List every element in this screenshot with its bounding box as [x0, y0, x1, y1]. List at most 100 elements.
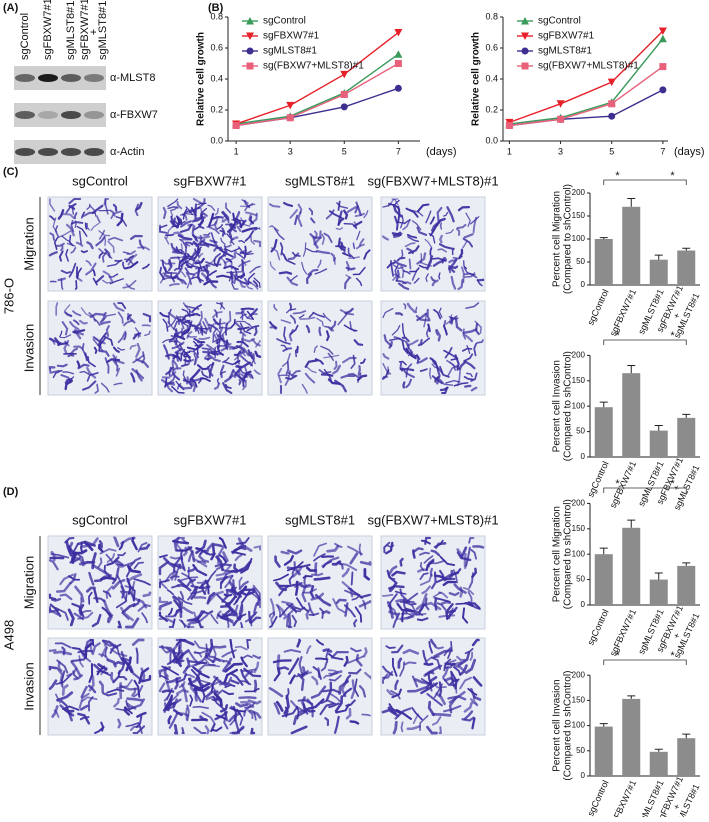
cell [182, 728, 183, 733]
cell [227, 272, 241, 273]
cell [425, 664, 432, 665]
x-tick-label-group: sgFBXW7#1 [608, 460, 638, 510]
cell [401, 722, 402, 731]
cell [66, 710, 74, 711]
cell [245, 247, 246, 257]
cell-line-label: A498 [1, 620, 16, 650]
legend-marker [522, 48, 529, 55]
error-bar [627, 366, 635, 374]
cell [439, 273, 440, 279]
row-label: Invasion [21, 662, 36, 710]
x-tick-label: sgControl [585, 608, 610, 647]
cell [127, 699, 141, 700]
cell [465, 386, 470, 387]
cell [319, 328, 320, 336]
y-tick-label: 0.4 [210, 73, 223, 83]
bar [677, 251, 695, 286]
marker [341, 91, 348, 98]
cell [76, 281, 77, 289]
cell [181, 244, 182, 252]
cell [410, 259, 411, 268]
blot-band [15, 148, 35, 156]
x-tick-label: sgControl [585, 288, 610, 327]
x-tick-label: sgFBXW7#1 [608, 779, 638, 817]
y-tick-label: 0 [581, 600, 586, 609]
cell [478, 280, 483, 281]
y-tick-label: 150 [572, 524, 586, 533]
error-bar [600, 548, 608, 554]
marker [557, 100, 565, 108]
y-tick-label: 150 [572, 376, 586, 385]
cell [255, 681, 256, 691]
legend-label: sgControl [538, 16, 581, 27]
error-bar [600, 402, 608, 407]
x-axis-label: (days) [426, 146, 457, 158]
cell [59, 343, 67, 344]
cell [441, 223, 442, 229]
x-tick-label: 1 [507, 146, 512, 156]
significance-star: * [670, 170, 675, 182]
blot-band [38, 111, 58, 119]
y-tick-label: 150 [572, 696, 586, 705]
y-tick-label: 0.0 [210, 135, 223, 145]
bar [677, 418, 695, 457]
cell [242, 260, 243, 271]
error-bar [627, 520, 635, 528]
row-label: Migration [21, 556, 36, 609]
blot-band [61, 111, 81, 119]
error-bar [655, 426, 663, 431]
lane-label: sgFBXW7#1 [42, 0, 54, 60]
y-tick-label: 100 [572, 549, 586, 558]
cell [396, 600, 408, 602]
cell [280, 668, 288, 670]
cell [186, 708, 187, 720]
column-header: sg(FBXW7+MLST8)#1 [367, 173, 498, 188]
y-axis-label: Percent cell Invasion [552, 360, 563, 452]
marker [394, 50, 402, 58]
cell [208, 351, 209, 360]
cell [352, 572, 353, 584]
cell [241, 623, 242, 627]
marker [340, 71, 348, 79]
y-axis-label: Percent cell Invasion [552, 679, 563, 771]
cell [50, 650, 56, 651]
cell [171, 257, 179, 258]
marker [557, 116, 564, 123]
cell [184, 360, 190, 361]
cell [235, 251, 236, 257]
cell [359, 366, 360, 375]
error-bar [682, 248, 690, 250]
bar [595, 407, 613, 457]
blot-band [84, 111, 104, 119]
cell [442, 602, 450, 603]
x-tick-label: 1 [234, 146, 239, 156]
x-axis-label: (days) [674, 146, 705, 158]
bar [595, 239, 613, 285]
error-bar [655, 255, 663, 260]
column-header: sgMLST8#1 [285, 173, 355, 188]
cell [160, 647, 171, 648]
cell [403, 382, 404, 387]
column-header: sgControl [72, 512, 128, 527]
cell [401, 369, 414, 370]
y-axis-label: Relative cell growth [196, 32, 207, 126]
error-bar [600, 238, 608, 239]
cell [289, 615, 290, 627]
cell [403, 282, 410, 283]
cell [440, 682, 441, 695]
bar [622, 528, 640, 605]
y-tick-label: 0.2 [210, 104, 223, 114]
band-label: α-FBXW7 [110, 109, 158, 121]
lane-label: sgMLST8#1 [65, 1, 77, 60]
x-tick-label: sgFBXW7#1 [608, 460, 638, 510]
legend-marker [247, 48, 254, 55]
y-tick-label: 150 [572, 211, 586, 220]
micrograph [268, 638, 372, 735]
x-tick-label: sgFBXW7#1 [608, 288, 638, 338]
x-tick-label-group: sgControl [585, 608, 610, 647]
lane-label: sgControl [19, 13, 31, 60]
cell [435, 647, 442, 648]
y-tick-label: 0.6 [210, 42, 223, 52]
legend-marker [247, 63, 254, 70]
